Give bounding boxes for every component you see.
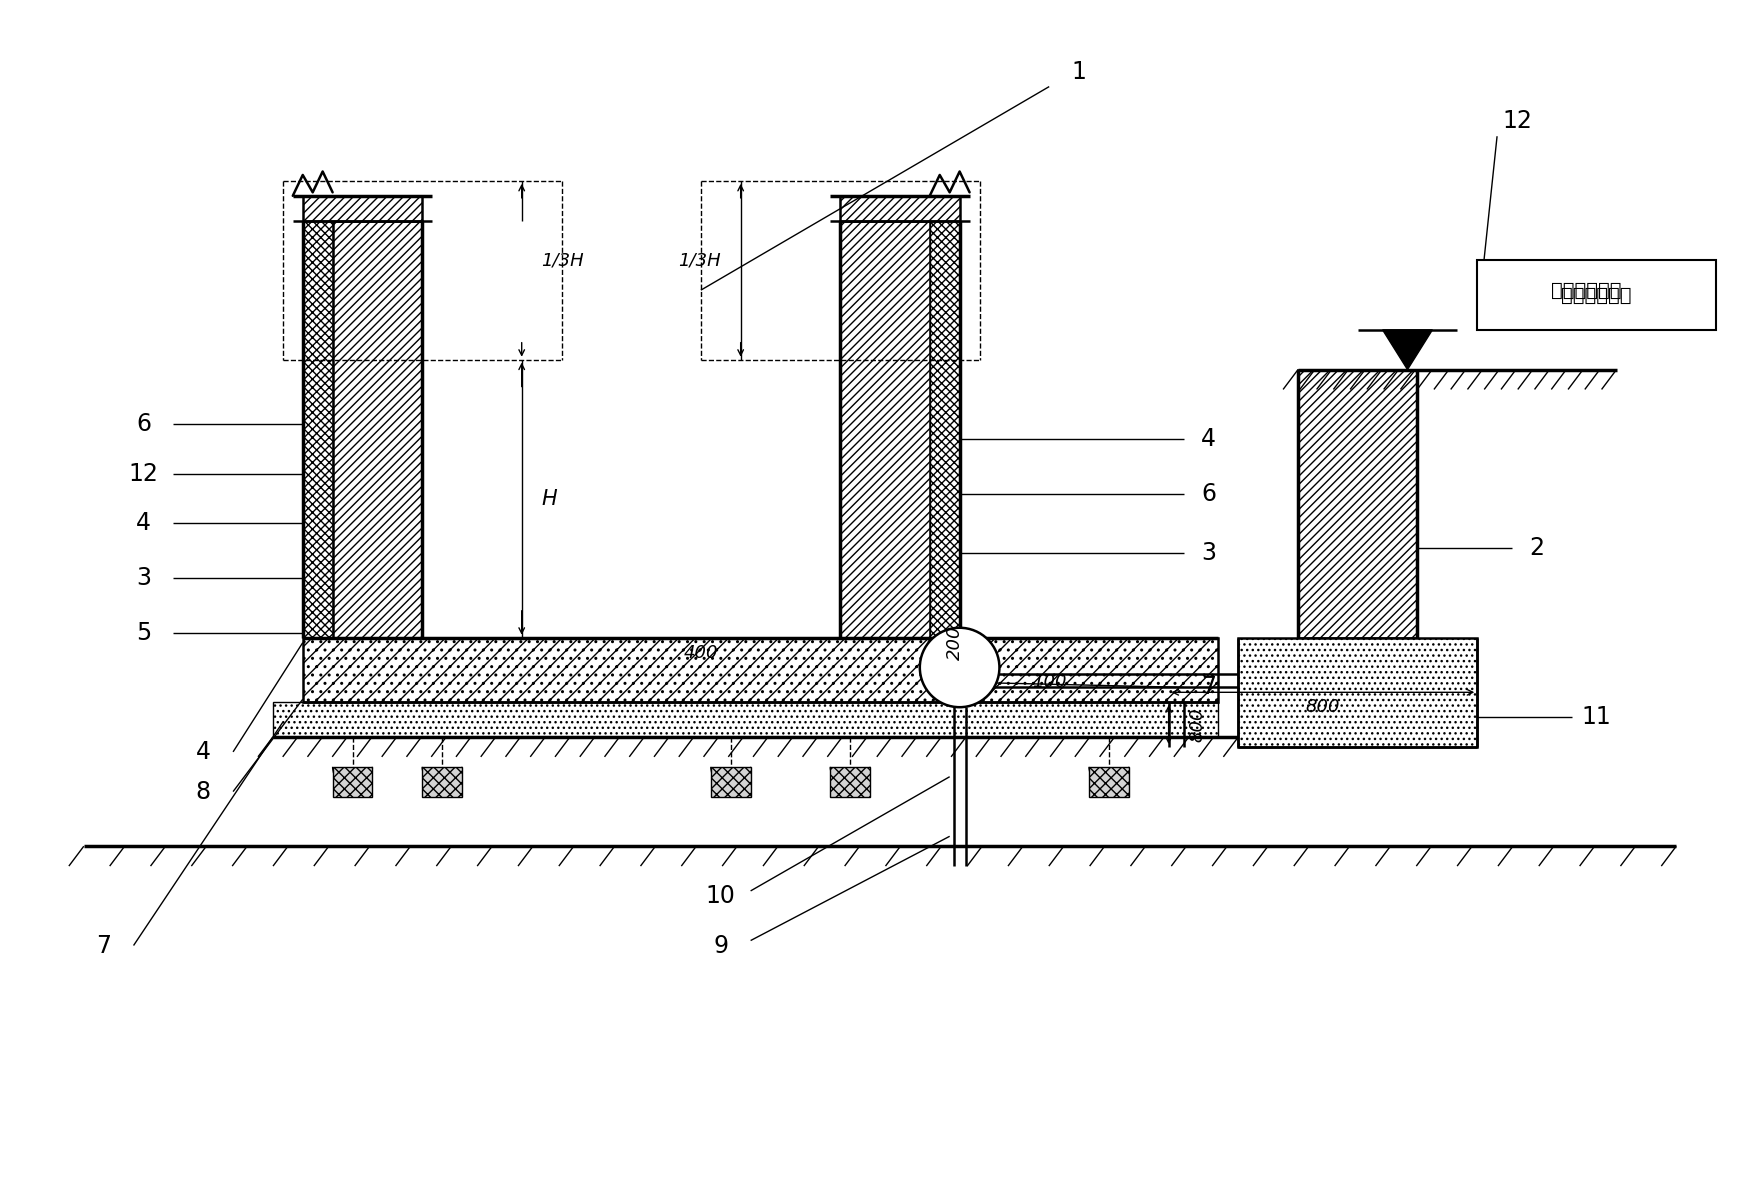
Bar [1299,369,1417,638]
Text: 11: 11 [1582,706,1612,729]
Bar [1239,638,1477,747]
Bar [1477,260,1716,330]
Text: 4: 4 [136,512,152,536]
Text: 10: 10 [707,884,737,908]
Text: 12: 12 [129,462,159,486]
Text: 800: 800 [1189,707,1207,741]
Text: 7: 7 [97,934,111,958]
Text: 400: 400 [684,644,719,662]
Bar [423,766,462,797]
Bar [303,196,423,221]
Bar [710,766,751,797]
Bar [840,221,930,638]
Text: 4: 4 [196,740,211,764]
Text: 200: 200 [946,625,964,659]
Text: 800: 800 [1306,699,1341,716]
Bar [333,221,423,638]
Text: 2: 2 [1529,536,1544,561]
Text: 6: 6 [136,412,152,436]
Text: H: H [541,488,557,508]
Text: 6: 6 [1202,481,1216,506]
Text: 5: 5 [136,620,152,645]
Bar [333,766,372,797]
Bar [930,221,960,638]
Bar [273,702,1218,737]
Bar [830,766,870,797]
Text: 1/3H: 1/3H [678,252,721,270]
Text: 1/3H: 1/3H [541,252,585,270]
Text: 9: 9 [714,934,728,958]
Circle shape [920,627,999,707]
Text: 100: 100 [1033,674,1066,691]
Text: 4: 4 [1202,428,1216,451]
Text: 垫层底面标高: 垫层底面标高 [1551,280,1621,299]
Text: 7: 7 [1202,675,1216,700]
Text: 8: 8 [196,779,211,803]
Text: 3: 3 [136,567,152,590]
Text: 垫层底面标高: 垫层底面标高 [1561,285,1632,304]
Bar [840,196,960,221]
Text: 3: 3 [1202,542,1216,565]
Polygon shape [1383,330,1433,369]
Text: 12: 12 [1501,109,1531,133]
Bar [303,638,1218,702]
Bar [303,221,333,638]
Text: 1: 1 [1071,59,1087,83]
Bar [1089,766,1129,797]
